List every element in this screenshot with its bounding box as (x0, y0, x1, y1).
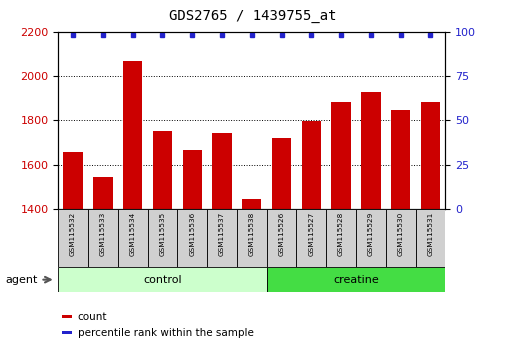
Bar (153, 131, 172, 209)
Text: GSM115536: GSM115536 (189, 212, 195, 256)
Bar (62, 331, 72, 334)
Bar (326, 209, 355, 267)
Text: percentile rank within the sample: percentile rank within the sample (77, 328, 253, 338)
Bar (415, 209, 444, 267)
Text: GSM115527: GSM115527 (308, 212, 314, 256)
Bar (266, 267, 444, 292)
Bar (118, 209, 147, 267)
Text: GSM115531: GSM115531 (427, 212, 433, 256)
Text: agent: agent (5, 275, 37, 285)
Text: GSM115534: GSM115534 (129, 212, 135, 256)
Text: GSM115535: GSM115535 (159, 212, 165, 256)
Bar (62, 315, 72, 318)
Text: GSM115538: GSM115538 (248, 212, 254, 256)
Text: GSM115528: GSM115528 (337, 212, 343, 256)
Bar (58, 209, 88, 267)
Bar (93, 177, 112, 209)
Bar (182, 150, 201, 209)
Bar (88, 209, 118, 267)
Bar (355, 209, 385, 267)
Text: control: control (143, 275, 181, 285)
Text: GSM115529: GSM115529 (367, 212, 373, 256)
Bar (331, 102, 350, 209)
Text: GSM115532: GSM115532 (70, 212, 76, 256)
Bar (241, 199, 261, 209)
Bar (420, 102, 439, 209)
Bar (361, 92, 380, 209)
Bar (390, 110, 410, 209)
Bar (123, 61, 142, 209)
Bar (63, 153, 83, 209)
Bar (236, 209, 266, 267)
Text: creatine: creatine (332, 275, 378, 285)
Text: GSM115533: GSM115533 (99, 212, 106, 256)
Text: GDS2765 / 1439755_at: GDS2765 / 1439755_at (169, 9, 336, 23)
Bar (177, 209, 207, 267)
Bar (266, 209, 296, 267)
Bar (207, 209, 236, 267)
Text: GSM115530: GSM115530 (397, 212, 403, 256)
Bar (385, 209, 415, 267)
Text: GSM115526: GSM115526 (278, 212, 284, 256)
Text: count: count (77, 312, 107, 322)
Text: GSM115537: GSM115537 (219, 212, 225, 256)
Bar (271, 138, 290, 209)
Bar (147, 209, 177, 267)
Bar (212, 132, 231, 209)
Bar (296, 209, 326, 267)
Bar (58, 267, 266, 292)
Bar (301, 121, 320, 209)
